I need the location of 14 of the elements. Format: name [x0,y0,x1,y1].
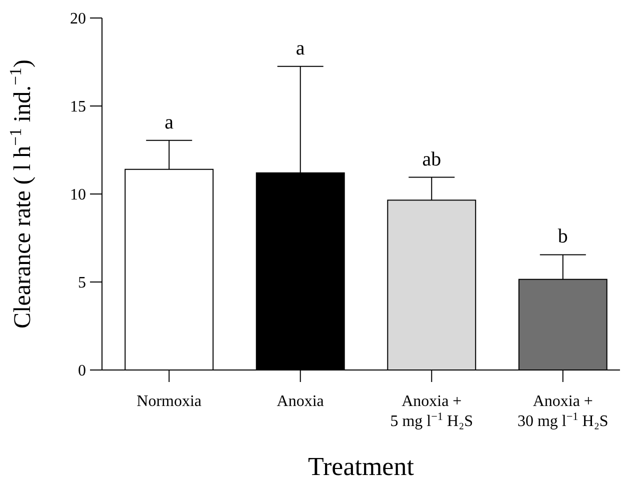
annotation: a [296,37,305,60]
annotation: a [164,111,174,134]
y-tick-label: 0 [78,362,86,380]
y-tick-label: 10 [70,186,86,204]
annotation: ab [422,148,442,170]
x-tick-label: Anoxia [276,393,324,410]
x-tick-label: Anoxia + 5 mg l$^{−1}$ H₂S [390,393,474,430]
x-tick-label: Normoxia [136,393,202,410]
annotation: b [558,226,568,248]
y-tick-label: 15 [70,98,86,116]
y-tick-label: 5 [78,274,86,292]
x-axis-title: Treatment [308,452,415,481]
y-tick-label: 20 [70,10,86,28]
x-tick-label: Anoxia + 30 mg l$^{−1}$ H₂S [517,393,608,430]
